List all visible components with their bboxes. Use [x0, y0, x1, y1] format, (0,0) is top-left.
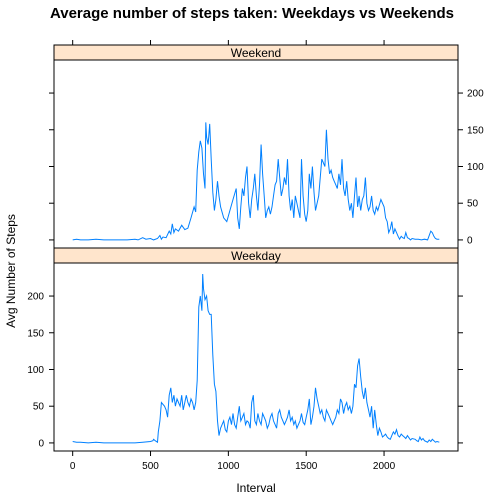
y-ticks-weekend: 0 50 100 150 200	[49, 89, 484, 246]
y-tick-label-weekday: 100	[27, 365, 44, 376]
x-tick-label: 0	[70, 461, 76, 472]
chart-title: Average number of steps taken: Weekdays …	[50, 5, 454, 22]
strip-label-weekend: Weekend	[231, 46, 281, 60]
x-tick-label: 1500	[295, 461, 318, 472]
y-tick-label-weekend: 150	[467, 125, 484, 136]
plot-frame-weekday	[53, 262, 459, 452]
y-tick-label-weekend: 100	[467, 162, 484, 173]
y-tick-label-weekday: 200	[27, 292, 44, 303]
x-tick-label: 500	[142, 461, 159, 472]
panel-weekend: Weekend 0 50 100 150 200	[49, 44, 484, 249]
panel-weekday: Weekday 0 50 100 150 200	[27, 247, 463, 452]
y-tick-label-weekend: 0	[467, 235, 473, 246]
y-tick-label-weekend: 50	[467, 199, 479, 210]
y-axis-label: Avg Number of Steps	[4, 214, 18, 328]
series-line-weekday	[72, 273, 440, 444]
y-tick-label-weekday: 50	[33, 402, 45, 413]
x-ticks: 0 500 1000 1500 2000	[70, 40, 396, 472]
x-axis-label: Interval	[236, 481, 275, 495]
y-tick-label-weekday: 0	[38, 438, 44, 449]
x-tick-label: 1000	[217, 461, 240, 472]
y-ticks-weekday: 0 50 100 150 200	[27, 292, 463, 449]
series-line-weekend	[72, 122, 440, 241]
x-tick-label: 2000	[373, 461, 396, 472]
y-tick-label-weekend: 200	[467, 89, 484, 100]
strip-label-weekday: Weekday	[231, 249, 281, 263]
y-tick-label-weekday: 150	[27, 328, 44, 339]
